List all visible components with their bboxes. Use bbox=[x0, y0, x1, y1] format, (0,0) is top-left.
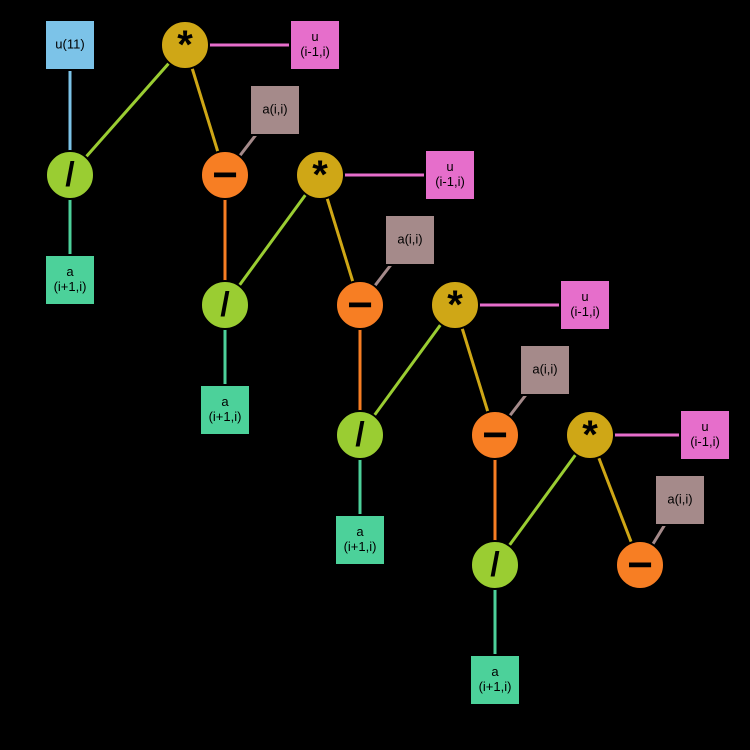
box-label: (i+1,i) bbox=[344, 539, 377, 554]
node-u1: u(i-1,i) bbox=[290, 20, 340, 70]
node-mul3: * bbox=[431, 281, 479, 329]
op-glyph: * bbox=[177, 23, 193, 67]
node-sub2: − bbox=[336, 281, 384, 330]
box-label: a bbox=[66, 264, 74, 279]
node-sub4: − bbox=[616, 541, 664, 590]
node-aii3: a(i,i) bbox=[520, 345, 570, 395]
node-u4: u(i-1,i) bbox=[680, 410, 730, 460]
box-label: (i+1,i) bbox=[54, 279, 87, 294]
op-glyph: / bbox=[220, 286, 230, 324]
node-div4: / bbox=[471, 541, 519, 589]
node-mul2: * bbox=[296, 151, 344, 199]
box-label: u bbox=[581, 289, 588, 304]
node-a2: a(i+1,i) bbox=[200, 385, 250, 435]
box-label: a bbox=[356, 524, 364, 539]
node-mul4: * bbox=[566, 411, 614, 459]
node-div2: / bbox=[201, 281, 249, 329]
box-label: u bbox=[701, 419, 708, 434]
box-label: (i-1,i) bbox=[570, 304, 600, 319]
node-aii4: a(i,i) bbox=[655, 475, 705, 525]
node-sub1: − bbox=[201, 151, 249, 200]
expression-graph: u(11)*u(i-1,i)a(i,i)/−*u(i-1,i)a(i,i)a(i… bbox=[0, 0, 750, 750]
node-aii1: a(i,i) bbox=[250, 85, 300, 135]
node-mul1: * bbox=[161, 21, 209, 69]
node-a1: a(i+1,i) bbox=[45, 255, 95, 305]
box-label: (i-1,i) bbox=[435, 174, 465, 189]
op-glyph: * bbox=[447, 283, 463, 327]
box-label: a(i,i) bbox=[532, 361, 557, 376]
op-glyph: * bbox=[582, 413, 598, 457]
box-label: (i+1,i) bbox=[479, 679, 512, 694]
op-glyph: / bbox=[65, 156, 75, 194]
node-div3: / bbox=[336, 411, 384, 459]
box-label: u bbox=[311, 29, 318, 44]
box-label: a(i,i) bbox=[667, 491, 692, 506]
node-aii2: a(i,i) bbox=[385, 215, 435, 265]
box-label: a bbox=[221, 394, 229, 409]
box-label: (i-1,i) bbox=[690, 434, 720, 449]
op-glyph: / bbox=[355, 416, 365, 454]
box-label: a(i,i) bbox=[397, 231, 422, 246]
node-sub3: − bbox=[471, 411, 519, 460]
box-label: (i-1,i) bbox=[300, 44, 330, 59]
box-label: a bbox=[491, 664, 499, 679]
node-u3: u(i-1,i) bbox=[560, 280, 610, 330]
op-glyph: / bbox=[490, 546, 500, 584]
node-u2: u(i-1,i) bbox=[425, 150, 475, 200]
box-label: u(11) bbox=[55, 36, 84, 51]
op-glyph: − bbox=[627, 541, 653, 590]
op-glyph: − bbox=[482, 411, 508, 460]
node-a3: a(i+1,i) bbox=[335, 515, 385, 565]
op-glyph: − bbox=[347, 281, 373, 330]
node-u11: u(11) bbox=[45, 20, 95, 70]
box-label: (i+1,i) bbox=[209, 409, 242, 424]
box-label: u bbox=[446, 159, 453, 174]
box-label: a(i,i) bbox=[262, 101, 287, 116]
op-glyph: * bbox=[312, 153, 328, 197]
node-div1: / bbox=[46, 151, 94, 199]
node-a4: a(i+1,i) bbox=[470, 655, 520, 705]
op-glyph: − bbox=[212, 151, 238, 200]
